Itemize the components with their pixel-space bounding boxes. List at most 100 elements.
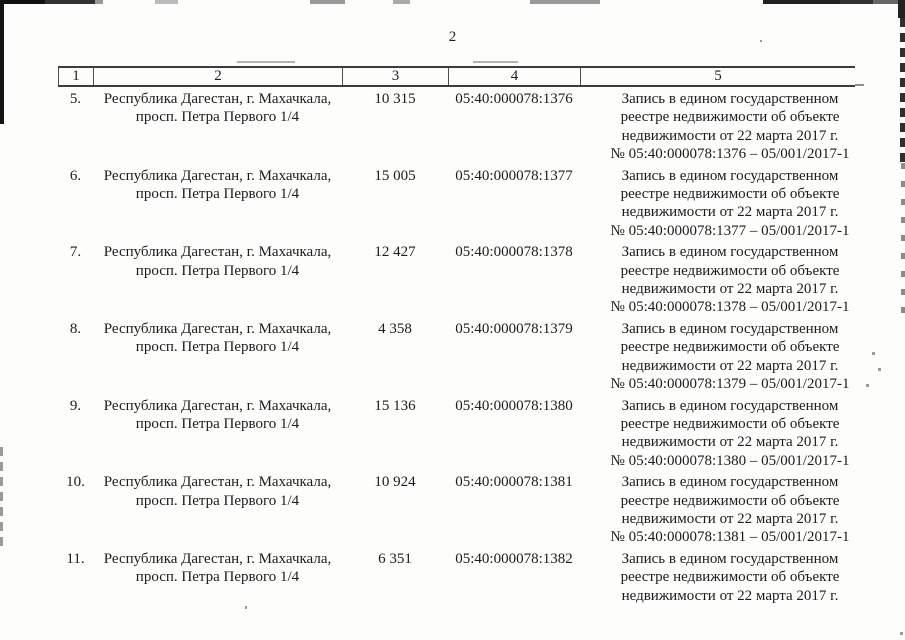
table-row: 10. Республика Дагестан, г. Махачкала, пр… bbox=[58, 470, 880, 547]
row-number-cell: 5. bbox=[69, 91, 82, 107]
record-line: недвижимости от 22 марта 2017 г. bbox=[621, 127, 839, 144]
address-cell: Республика Дагестан, г. Махачкала, просп.… bbox=[93, 320, 342, 357]
registry-record-cell: Запись в едином государственном реестре н… bbox=[580, 550, 880, 605]
record-line: недвижимости от 22 марта 2017 г. bbox=[621, 281, 839, 298]
table-header-row: 1 2 3 4 5 bbox=[58, 66, 855, 87]
address-cell: Республика Дагестан, г. Махачкала, просп.… bbox=[93, 90, 342, 127]
record-line: Запись в едином государственном bbox=[621, 550, 839, 567]
scan-artifact-right-edge bbox=[898, 0, 905, 18]
record-line: реестре недвижимости об объекте bbox=[620, 186, 840, 203]
address-line: просп. Петра Первого 1/4 bbox=[135, 109, 300, 126]
record-line: № 05:40:000078:1378 – 05/001/2017-1 bbox=[610, 299, 850, 316]
address-line: Республика Дагестан, г. Махачкала, bbox=[103, 244, 332, 261]
record-line: недвижимости от 22 марта 2017 г. bbox=[621, 510, 839, 527]
scan-artifact-right-dashes bbox=[900, 18, 905, 163]
registry-record-cell: Запись в едином государственном реестре н… bbox=[580, 320, 880, 394]
scan-smudge bbox=[237, 61, 295, 63]
table-row: 7. Республика Дагестан, г. Махачкала, про… bbox=[58, 240, 880, 317]
registry-record-cell: Запись в едином государственном реестре н… bbox=[580, 90, 880, 164]
table-row: 11. Республика Дагестан, г. Махачкала, пр… bbox=[58, 547, 880, 621]
column-header-1: 1 bbox=[58, 68, 93, 85]
record-line: Запись в едином государственном bbox=[621, 91, 839, 107]
table-row: 8. Республика Дагестан, г. Махачкала, про… bbox=[58, 317, 880, 394]
record-line: № 05:40:000078:1376 – 05/001/2017-1 bbox=[610, 146, 850, 163]
cadastral-number-cell: 05:40:000078:1380 bbox=[455, 397, 573, 414]
address-line: Республика Дагестан, г. Махачкала, bbox=[103, 550, 332, 567]
record-line: Запись в едином государственном bbox=[621, 167, 839, 184]
address-line: Республика Дагестан, г. Махачкала, bbox=[103, 91, 332, 107]
cadastral-number-cell: 05:40:000078:1377 bbox=[455, 167, 573, 184]
scan-border-tail bbox=[855, 84, 864, 86]
area-cell: 4 358 bbox=[378, 320, 412, 337]
area-cell: 15 005 bbox=[374, 167, 416, 184]
column-header-2: 2 bbox=[93, 68, 342, 85]
record-line: реестре недвижимости об объекте bbox=[620, 569, 840, 586]
table-row: 5. Республика Дагестан, г. Махачкала, про… bbox=[58, 87, 880, 164]
row-number-cell: 7. bbox=[69, 244, 82, 261]
area-cell: 10 315 bbox=[374, 91, 416, 107]
column-header-3: 3 bbox=[342, 68, 448, 85]
record-line: Запись в едином государственном bbox=[621, 244, 839, 261]
scan-speck bbox=[878, 368, 881, 371]
property-records-table: 1 2 3 4 5 5. Республика Дагестан, г. Мах… bbox=[58, 66, 880, 620]
page-number: 2 bbox=[448, 29, 457, 45]
row-number-cell: 6. bbox=[69, 167, 82, 184]
address-line: просп. Петра Первого 1/4 bbox=[135, 492, 300, 509]
scan-artifact-left-dashes bbox=[0, 447, 3, 547]
scan-smudge bbox=[473, 61, 518, 63]
cadastral-number-cell: 05:40:000078:1379 bbox=[455, 320, 573, 337]
cadastral-number-cell: 05:40:000078:1381 bbox=[455, 474, 573, 491]
record-line: Запись в едином государственном bbox=[621, 320, 839, 337]
address-cell: Республика Дагестан, г. Махачкала, просп.… bbox=[93, 550, 342, 587]
row-number-cell: 11. bbox=[66, 550, 85, 567]
row-number-cell: 8. bbox=[69, 320, 82, 337]
scan-speck bbox=[760, 40, 762, 42]
record-line: недвижимости от 22 марта 2017 г. bbox=[621, 357, 839, 374]
address-line: Республика Дагестан, г. Махачкала, bbox=[103, 397, 332, 414]
record-line: Запись в едином государственном bbox=[621, 474, 839, 491]
area-cell: 12 427 bbox=[374, 244, 416, 261]
record-line: реестре недвижимости об объекте bbox=[620, 109, 840, 126]
scan-artifact-top-edge bbox=[0, 0, 905, 4]
scan-speck bbox=[900, 632, 903, 635]
address-line: просп. Петра Первого 1/4 bbox=[135, 262, 300, 279]
scan-artifact-right-dashes-light bbox=[901, 163, 905, 313]
column-header-5: 5 bbox=[580, 68, 855, 85]
scan-artifact-left-edge bbox=[0, 0, 4, 124]
record-line: Запись в едином государственном bbox=[621, 397, 839, 414]
record-line: недвижимости от 22 марта 2017 г. bbox=[621, 204, 839, 221]
address-cell: Республика Дагестан, г. Махачкала, просп.… bbox=[93, 243, 342, 280]
record-line: № 05:40:000078:1377 – 05/001/2017-1 bbox=[610, 222, 850, 239]
record-line: реестре недвижимости об объекте bbox=[620, 262, 840, 279]
address-line: просп. Петра Первого 1/4 bbox=[135, 186, 300, 203]
cadastral-number-cell: 05:40:000078:1382 bbox=[455, 550, 573, 567]
address-line: Республика Дагестан, г. Махачкала, bbox=[103, 320, 332, 337]
area-cell: 15 136 bbox=[374, 397, 416, 414]
scan-speck bbox=[872, 352, 875, 355]
address-cell: Республика Дагестан, г. Махачкала, просп.… bbox=[93, 473, 342, 510]
registry-record-cell: Запись в едином государственном реестре н… bbox=[580, 397, 880, 471]
row-number-cell: 9. bbox=[69, 397, 82, 414]
cadastral-number-cell: 05:40:000078:1376 bbox=[455, 91, 573, 107]
area-cell: 6 351 bbox=[378, 550, 412, 567]
table-row: 9. Республика Дагестан, г. Махачкала, про… bbox=[58, 394, 880, 471]
scan-speck bbox=[866, 384, 869, 387]
area-cell: 10 924 bbox=[374, 474, 416, 491]
scan-speck bbox=[245, 606, 247, 609]
registry-record-cell: Запись в едином государственном реестре н… bbox=[580, 473, 880, 547]
address-line: Республика Дагестан, г. Махачкала, bbox=[103, 167, 332, 184]
record-line: № 05:40:000078:1380 – 05/001/2017-1 bbox=[610, 452, 850, 469]
column-header-4: 4 bbox=[448, 68, 580, 85]
table-row: 6. Республика Дагестан, г. Махачкала, про… bbox=[58, 164, 880, 241]
record-line: реестре недвижимости об объекте bbox=[620, 492, 840, 509]
address-line: просп. Петра Первого 1/4 bbox=[135, 339, 300, 356]
row-number-cell: 10. bbox=[66, 474, 85, 491]
address-cell: Республика Дагестан, г. Махачкала, просп.… bbox=[93, 167, 342, 204]
record-line: недвижимости от 22 марта 2017 г. bbox=[621, 587, 839, 604]
record-line: недвижимости от 22 марта 2017 г. bbox=[621, 434, 839, 451]
record-line: № 05:40:000078:1379 – 05/001/2017-1 bbox=[610, 376, 850, 393]
record-line: реестре недвижимости об объекте bbox=[620, 339, 840, 356]
address-line: просп. Петра Первого 1/4 bbox=[135, 415, 300, 432]
address-line: Республика Дагестан, г. Махачкала, bbox=[103, 474, 332, 491]
